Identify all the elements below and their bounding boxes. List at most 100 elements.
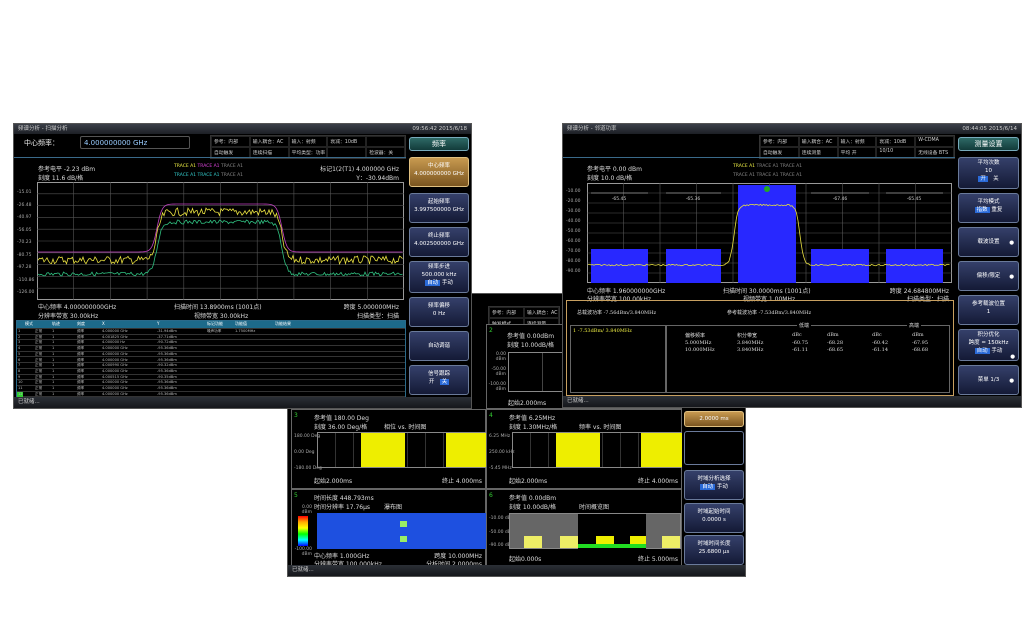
softkey-offset-limit[interactable]: 偏移/限定 ● <box>958 261 1019 291</box>
y-tick: -40.97 <box>17 215 32 220</box>
panel-6-time-overview[interactable]: 6 参考值 0.00dBm 刻度 10.00dB/格 时间概览图 -10.00 … <box>486 489 682 567</box>
softkey-menu-measure-setup[interactable]: 测量设置 <box>958 137 1019 151</box>
table-row[interactable]: 9 正常 1 频率 4.000515 GHz -90.35dBm <box>17 375 405 381</box>
trace-block <box>361 433 405 467</box>
option-auto[interactable]: 自动 <box>425 280 441 286</box>
table-row[interactable]: 6 正常 1 频率 4.000000 GHz -95.36dBm <box>17 358 405 364</box>
carrier-entry[interactable]: 1 -7.53dBm/ 3.840MHz <box>573 328 632 334</box>
softkey-auto-tune[interactable]: 自动调谐 <box>409 331 469 361</box>
y-tick: -80.75 <box>17 252 32 258</box>
table-row[interactable]: 8 正常 1 频率 4.000000 GHz -95.36dBm <box>17 369 405 375</box>
table-cell: 1 <box>18 329 21 333</box>
center-freq-input[interactable]: 4.000000000 GHz <box>80 136 190 149</box>
option-on[interactable]: 开 <box>978 176 988 182</box>
softkey-start-freq[interactable]: 起始频率 3.997500000 GHz <box>409 193 469 223</box>
softkey-time-value[interactable]: 2.0000 ms <box>684 411 744 427</box>
option-auto[interactable]: 自动 <box>974 348 990 354</box>
table-row[interactable]: 12 正常 1 频率 4.000000 GHz -95.36dBm <box>17 391 405 398</box>
table-row[interactable]: 1 正常 1 频率 4.000000 GHz -31.94dBm 噪声功率 1.7500MHz <box>17 329 405 335</box>
table-cell: 1.7500MHz <box>235 329 256 333</box>
option-auto[interactable]: 自动 <box>700 484 716 490</box>
acp-graph[interactable] <box>587 183 952 283</box>
option-repeat[interactable]: 重复 <box>991 207 1003 213</box>
column-header[interactable]: Y <box>157 321 160 326</box>
softkey-value: 4.000000000 GHz <box>414 171 464 177</box>
option-off[interactable]: 关 <box>993 176 999 182</box>
softkey-freq-offset[interactable]: 频率偏移 0 Hz <box>409 297 469 327</box>
table-cell: 1 <box>52 368 55 373</box>
option-on[interactable]: 开 <box>428 379 435 385</box>
column-header[interactable]: 模式 <box>25 321 33 326</box>
softkey-start-time[interactable]: 时域起始时间 0.0000 s <box>684 503 744 533</box>
marker-table[interactable]: 模式 轨迹 刻度 X Y 标记功能 功能值 功能结果 1 正常 1 频率 4.000000 GHz -31… <box>16 320 406 398</box>
table-row[interactable]: 3 正常 1 频率 4.000000 Hz -90.72dBm <box>17 340 405 347</box>
carrier-list[interactable]: 1 -7.53dBm/ 3.840MHz <box>570 325 666 393</box>
panel-number: 5 <box>294 492 298 499</box>
trace-2-label: TRACE A1 <box>756 164 779 169</box>
table-cell: 4.001825 GHz <box>102 334 128 339</box>
column-header[interactable]: 轨迹 <box>52 321 60 326</box>
option-off[interactable]: 关 <box>439 379 450 385</box>
divider <box>563 157 955 158</box>
center-freq: 中心频率 1.000GHz <box>314 553 370 560</box>
column-header[interactable]: X <box>102 321 105 326</box>
start-label: 起始0.000s <box>509 556 542 563</box>
y-tick: -26.48 <box>17 202 32 208</box>
table-cell: 频率 <box>77 340 85 345</box>
softkey-ref-carrier[interactable]: 参考载波位置 1 <box>958 295 1019 325</box>
menu-title: 频率 <box>432 140 446 148</box>
panel-5-waterfall[interactable]: 5 时间长度 448.793ms 时间分辨率 17.76μs 瀑布图 0.00 … <box>291 489 487 568</box>
y-tick: -50.00 <box>566 229 581 234</box>
table-row[interactable]: 11 正常 1 频率 4.000000 GHz -95.36dBm <box>17 386 405 392</box>
status-info-grid: 参考：内部 输入耦合：AC 输入：射频 衰减：10dB W-CDMA 自动触发 连续测量平… <box>759 135 955 159</box>
column-header[interactable]: 刻度 <box>77 321 85 326</box>
main-channel-bar <box>738 185 796 283</box>
softkey-freq-step[interactable]: 频率步进 500.000 kHz 自动 手动 <box>409 261 469 293</box>
table-cell: 1 <box>52 346 55 351</box>
trace-legend: TRACE A1 TRACE A1 TRACE A1 <box>733 164 802 169</box>
softkey-avg-mode[interactable]: 平均模式 指数 重复 <box>958 193 1019 223</box>
spectrum-graph[interactable] <box>37 182 404 300</box>
status-info-grid: 参考：内部 输入耦合：AC 输入：射频 衰减：10dB 自动触发 连续扫描 平均类型：功率… <box>210 135 406 159</box>
softkey-menu-page[interactable]: 菜单 1/3 ● <box>958 365 1019 395</box>
table-cell: -90.32dBm <box>157 363 177 368</box>
softkey-value: 3.997500000 GHz <box>414 207 464 213</box>
softkey-carrier-setup[interactable]: 载波设置 ● <box>958 227 1019 257</box>
softkey-center-freq[interactable]: 中心频率 4.000000000 GHz <box>409 157 469 187</box>
info-cell: 衰减：10dB <box>876 136 916 147</box>
table-row[interactable]: 10 正常 1 频率 4.000000 GHz -95.36dBm <box>17 380 405 386</box>
submenu-indicator-icon: ● <box>1009 378 1014 384</box>
softkey-time-length[interactable]: 时域时间长度 25.6800 μs <box>684 535 744 565</box>
column-header[interactable]: 标记功能 <box>207 321 223 326</box>
table-cell: 1 <box>52 363 55 368</box>
panel-4-frequency[interactable]: 4 参考值 6.25MHz 刻度 1.30MHz/格 频率 vs. 时间图 6.… <box>486 409 683 489</box>
softkey-blank[interactable] <box>684 431 744 465</box>
panel-3-phase[interactable]: 3 参考值 180.00 Deg 刻度 36.00 Deg/格 相位 vs. 时… <box>291 409 488 489</box>
column-header[interactable]: 功能值 <box>235 321 247 326</box>
softkey-analysis-select[interactable]: 时域分析选择 自动 手动 <box>684 470 744 500</box>
sweep-time: 扫描时间 13.8900ms (1001点) <box>174 304 262 311</box>
table-cell: 噪声功率 <box>207 329 222 333</box>
option-manual[interactable]: 手动 <box>441 280 453 286</box>
table-row[interactable]: 4 正常 1 频率 4.000000 GHz -95.36dBm <box>17 346 405 352</box>
softkey-integration-opt[interactable]: 积分优化 跨度 = 150kHz 自动 手动 ● <box>958 329 1019 361</box>
scale-value: 刻度 1.30MHz/格 <box>509 424 558 431</box>
table-row[interactable]: 2 正常 1 频率 4.001825 GHz -37.71dBm <box>17 335 405 341</box>
table-cell: -68.28 <box>827 340 844 346</box>
softkey-signal-track[interactable]: 信号跟踪开 关 <box>409 365 469 395</box>
y-tick: -97.28 <box>17 265 32 270</box>
column-header[interactable]: 功能结果 <box>275 321 291 326</box>
trace-5-label: TRACE A1 <box>197 173 220 178</box>
table-row[interactable]: 7 正常 1 频率 4.000990 GHz -90.32dBm <box>17 363 405 369</box>
active-marker-indicator <box>17 391 23 397</box>
softkey-stop-freq[interactable]: 终止频率 4.002500000 GHz <box>409 227 469 257</box>
panel-6-graph <box>509 513 681 550</box>
softkey-avg-count[interactable]: 平均次数 10 开 关 <box>958 157 1019 189</box>
option-exponential[interactable]: 指数 <box>974 207 990 213</box>
softkey-label: 载波设置 <box>977 239 1000 245</box>
table-cell: 12 <box>18 391 23 396</box>
option-manual[interactable]: 手动 <box>716 484 728 490</box>
softkey-menu-frequency[interactable]: 频率 <box>409 137 469 151</box>
option-manual[interactable]: 手动 <box>991 348 1003 354</box>
table-row[interactable]: 5 正常 1 频率 4.000000 GHz -95.36dBm <box>17 352 405 358</box>
